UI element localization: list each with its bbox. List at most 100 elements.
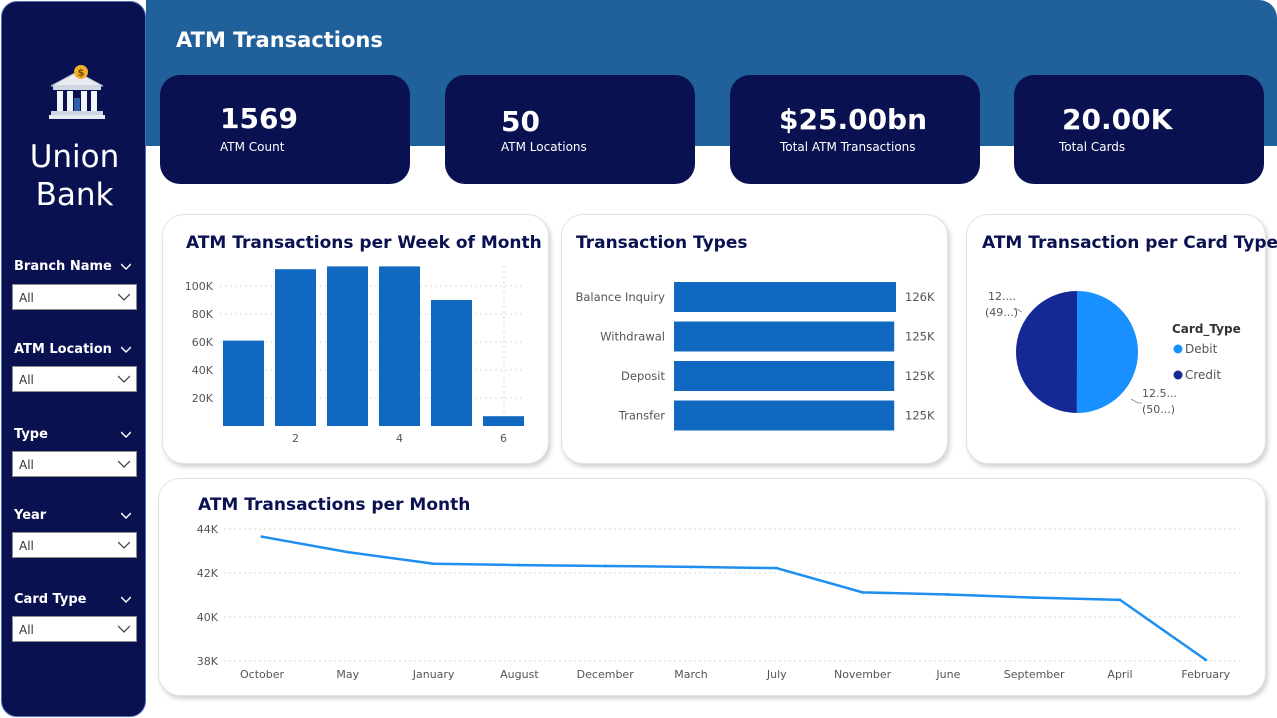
y-tick-label: 40K	[197, 611, 219, 624]
slicer-title-type: Type	[14, 427, 48, 442]
type-dropdown[interactable]: All	[12, 451, 137, 477]
chart-title: ATM Transactions per Week of Month	[186, 233, 542, 253]
panel-per-month	[158, 478, 1266, 696]
chevron-down-icon[interactable]	[121, 595, 131, 605]
data-label: 126K	[905, 290, 935, 304]
category-label: Deposit	[621, 369, 665, 383]
x-tick-label: March	[674, 668, 708, 681]
x-tick-label: May	[336, 668, 359, 681]
branch-name-dropdown[interactable]: All	[12, 284, 137, 310]
slicer-title-card-type: Card Type	[14, 592, 87, 607]
pie-slice	[1076, 291, 1139, 413]
y-tick-label: 42K	[197, 567, 219, 580]
chart-title: Transaction Types	[576, 233, 748, 253]
kpi-label: ATM Count	[220, 140, 285, 154]
data-label: 125K	[905, 369, 935, 383]
x-tick-label: September	[1004, 668, 1065, 681]
bar	[431, 300, 472, 426]
y-tick-label: 20K	[192, 392, 214, 405]
data-point	[1204, 658, 1208, 662]
series-line	[261, 535, 1207, 661]
branch-name-value: All	[19, 291, 34, 305]
kpi-label: Total Cards	[1059, 140, 1126, 154]
kpi-label: ATM Locations	[501, 140, 587, 154]
x-tick-label: April	[1107, 668, 1132, 681]
chevron-down-icon	[118, 293, 130, 301]
y-tick-label: 100K	[185, 280, 214, 293]
leader-line	[1130, 398, 1142, 404]
svg-text:$: $	[78, 68, 85, 79]
legend-marker	[1173, 344, 1183, 354]
legend-label: Credit	[1185, 368, 1221, 382]
chart-title: ATM Transaction per Card Type	[982, 233, 1277, 253]
y-tick-label: 80K	[192, 308, 214, 321]
chevron-down-icon[interactable]	[121, 430, 131, 440]
data-point	[775, 566, 779, 570]
kpi-value: 1569	[220, 102, 298, 135]
data-point	[947, 593, 950, 596]
chevron-down-icon	[118, 375, 130, 383]
slicer-title-branch-name: Branch Name	[14, 259, 112, 274]
chevron-down-icon[interactable]	[121, 262, 131, 272]
per-month-line-chart: 38K 40K 42K 44K October May January August Decem…	[197, 523, 1240, 681]
slice-label: (49...)	[985, 306, 1018, 319]
y-tick-label: 44K	[197, 523, 219, 536]
bank-building-icon: $	[49, 65, 105, 119]
data-point	[689, 565, 693, 569]
data-point	[1118, 598, 1122, 602]
legend-marker	[1173, 370, 1183, 380]
data-point	[432, 562, 435, 566]
legend-label: Debit	[1185, 342, 1218, 356]
kpi-value: $25.00bn	[779, 103, 928, 136]
card-type-dropdown[interactable]: All	[12, 616, 137, 642]
data-point	[518, 563, 521, 567]
x-tick-label: July	[766, 668, 787, 681]
card-type-pie-chart: 12.5... (50...) 12.... (49...) Card_Type Debi…	[985, 290, 1241, 416]
data-label: 125K	[905, 409, 935, 423]
chevron-down-icon[interactable]	[121, 345, 131, 355]
brand-name: Union Bank	[2, 138, 147, 214]
slicer-title-atm-location: ATM Location	[14, 342, 112, 357]
y-tick-label: 38K	[197, 655, 219, 668]
chevron-down-icon[interactable]	[121, 511, 131, 521]
bar	[674, 282, 896, 312]
pie-slice	[1016, 291, 1077, 413]
x-tick-label: November	[834, 668, 892, 681]
chevron-down-icon	[118, 541, 130, 549]
bar	[483, 416, 524, 426]
bar	[674, 361, 895, 391]
brand-line-2: Bank	[35, 177, 114, 213]
data-point	[346, 550, 350, 554]
x-tick-label: December	[577, 668, 635, 681]
data-point	[603, 564, 607, 568]
x-tick-label: October	[240, 668, 284, 681]
kpi-value: 20.00K	[1062, 103, 1173, 136]
y-tick-label: 60K	[192, 336, 214, 349]
slicer-title-year: Year	[14, 508, 47, 523]
kpi-card-total-atm-transactions: $25.00bn Total ATM Transactions	[730, 75, 980, 184]
sidebar: $ Union Bank	[1, 1, 146, 717]
x-tick-label: 6	[500, 432, 507, 445]
atm-location-value: All	[19, 373, 34, 387]
brand-line-1: Union	[29, 139, 120, 175]
page-title: ATM Transactions	[176, 28, 383, 52]
year-dropdown[interactable]: All	[12, 532, 137, 558]
category-label: Transfer	[618, 409, 666, 423]
year-value: All	[19, 539, 34, 553]
slice-label: 12....	[988, 290, 1016, 303]
data-label: 125K	[905, 330, 935, 344]
chart-title: ATM Transactions per Month	[198, 495, 471, 515]
x-tick-label: February	[1181, 668, 1230, 681]
slice-label: 12.5...	[1142, 387, 1177, 400]
kpi-card-atm-count: 1569 ATM Count	[160, 75, 410, 184]
bar	[674, 400, 895, 431]
chevron-down-icon	[118, 625, 130, 633]
card-type-value: All	[19, 623, 34, 637]
bar	[327, 266, 368, 426]
week-of-month-bar-chart: 20K 40K 60K 80K 100K 2 4 6	[185, 266, 524, 445]
x-tick-label: June	[935, 668, 960, 681]
x-tick-label: January	[412, 668, 455, 681]
atm-location-dropdown[interactable]: All	[12, 366, 137, 392]
kpi-label: Total ATM Transactions	[780, 140, 916, 154]
data-point	[260, 535, 264, 539]
